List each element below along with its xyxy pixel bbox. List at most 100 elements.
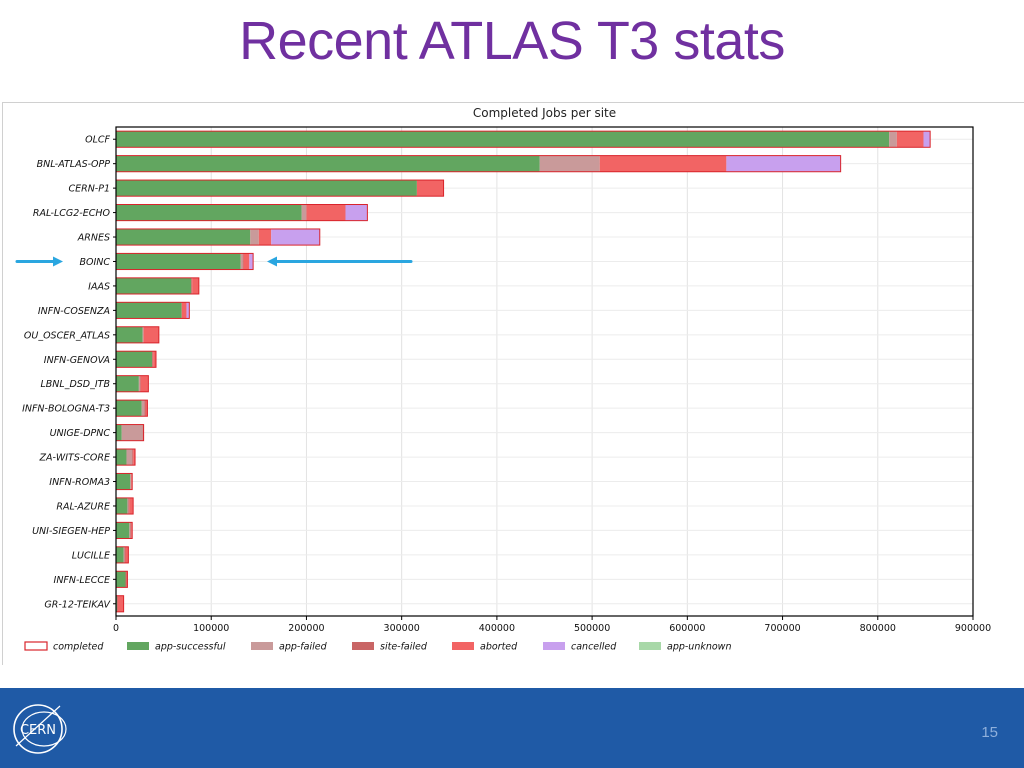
x-tick-label: 0	[113, 623, 119, 634]
bar-site-failed	[191, 277, 193, 294]
page-number: 15	[981, 724, 998, 741]
bar-aborted	[140, 375, 149, 392]
bar-app-failed	[126, 449, 133, 466]
bar-site-failed	[116, 595, 118, 612]
legend-swatch-completed	[24, 641, 48, 651]
legend-swatch-app-unknown	[639, 642, 661, 650]
bar-app-failed	[129, 522, 131, 539]
bar-cancelled	[726, 155, 841, 172]
bar-app-successful	[116, 155, 540, 172]
bar-app-successful	[116, 326, 143, 343]
bar-cancelled	[249, 253, 254, 270]
x-tick-label: 500000	[574, 623, 610, 634]
category-label: RAL-AZURE	[56, 501, 110, 512]
x-tick-label: 700000	[764, 623, 800, 634]
bar-app-failed	[240, 253, 243, 270]
legend-label-app-successful: app-successful	[155, 642, 226, 653]
category-label: BNL-ATLAS-OPP	[37, 159, 111, 170]
category-label: OU_OSCER_ATLAS	[24, 330, 110, 341]
bar-app-failed	[121, 424, 143, 441]
bar-aborted	[416, 180, 444, 197]
bar-app-successful	[116, 180, 417, 197]
bar-app-failed	[301, 204, 307, 221]
completed-jobs-chart: Completed Jobs per site OLCF BNL-ATLAS-OPP…	[15, 106, 991, 653]
bar-cancelled	[186, 302, 190, 319]
bar-app-failed	[889, 131, 897, 148]
x-tick-label: 100000	[193, 623, 229, 634]
legend-swatch-app-failed	[251, 642, 273, 650]
legend-swatch-aborted	[452, 642, 474, 650]
bar-cancelled	[345, 204, 368, 221]
annotation-arrow-left	[267, 256, 413, 267]
category-label: INFN-COSENZA	[38, 306, 110, 317]
bar-app-successful	[116, 277, 192, 294]
category-label: ZA-WITS-CORE	[39, 453, 110, 464]
bar-aborted	[129, 497, 134, 515]
bar-app-successful	[116, 473, 131, 490]
bar-aborted	[117, 595, 124, 612]
bar-app-successful	[116, 302, 182, 319]
legend-label-cancelled: cancelled	[571, 642, 617, 653]
legend-swatch-app-successful	[127, 642, 149, 650]
bar-app-successful	[116, 546, 124, 563]
footer-band: CERN 15	[0, 688, 1024, 768]
legend-label-site-failed: site-failed	[380, 642, 428, 653]
category-label: ARNES	[77, 233, 110, 244]
bar-aborted	[599, 155, 727, 172]
annotation-arrow-right	[15, 256, 63, 267]
x-tick-label: 400000	[479, 623, 515, 634]
bar-aborted	[192, 277, 199, 294]
bar-aborted	[181, 302, 187, 319]
bar-aborted	[143, 326, 159, 343]
bar-aborted	[896, 131, 924, 148]
bar-app-successful	[116, 351, 153, 368]
bar-aborted	[243, 253, 250, 270]
x-tick-label: 900000	[955, 623, 991, 634]
bar-app-failed	[142, 326, 144, 343]
x-tick-label: 300000	[384, 623, 420, 634]
bar-app-failed	[127, 497, 129, 515]
slide-title: Recent ATLAS T3 stats	[239, 11, 785, 71]
bar-cancelled	[271, 228, 320, 246]
category-label: LBNL_DSD_ITB	[41, 379, 111, 390]
category-label: INFN-ROMA3	[49, 477, 110, 488]
bar-app-successful	[116, 253, 241, 270]
bar-app-successful	[116, 497, 128, 515]
category-label: LUCILLE	[72, 550, 110, 561]
bar-app-failed	[250, 228, 259, 246]
bar-app-successful	[116, 449, 127, 466]
category-label: UNIGE-DPNC	[50, 428, 111, 439]
category-label: OLCF	[85, 135, 110, 146]
bar-app-successful	[116, 522, 130, 539]
category-label: UNI-SIEGEN-HEP	[32, 526, 110, 537]
category-label: INFN-BOLOGNA-T3	[22, 404, 110, 415]
bar-app-failed	[141, 400, 145, 417]
x-tick-label: 600000	[669, 623, 705, 634]
bar-aborted	[125, 546, 129, 563]
bar-aborted	[133, 449, 136, 466]
bar-app-successful	[116, 375, 139, 392]
legend-swatch-site-failed	[352, 642, 374, 650]
legend-label-completed: completed	[53, 642, 104, 653]
plot-frame	[115, 126, 974, 617]
bar-site-failed	[125, 571, 127, 588]
bar-aborted	[258, 228, 272, 246]
cern-logo-text: CERN	[20, 723, 56, 738]
bar-app-failed	[138, 375, 140, 392]
bar-site-failed	[152, 351, 154, 368]
category-label: INFN-LECCE	[54, 575, 110, 586]
category-label: INFN-GENOVA	[44, 355, 110, 366]
bar-site-failed	[130, 522, 132, 539]
bar-app-successful	[116, 424, 122, 441]
x-tick-label: 200000	[288, 623, 324, 634]
chart-panel: Completed Jobs per site OLCF BNL-ATLAS-OPP…	[2, 102, 1024, 665]
bar-app-successful	[116, 228, 251, 246]
category-label: BOINC	[79, 257, 110, 268]
bar-app-failed	[539, 155, 600, 172]
bar-app-successful	[116, 131, 890, 148]
bar-app-successful	[116, 571, 126, 588]
x-tick-label: 800000	[860, 623, 896, 634]
bar-app-successful	[116, 400, 142, 417]
bar-site-failed	[128, 497, 130, 515]
category-label: CERN-P1	[68, 184, 110, 195]
